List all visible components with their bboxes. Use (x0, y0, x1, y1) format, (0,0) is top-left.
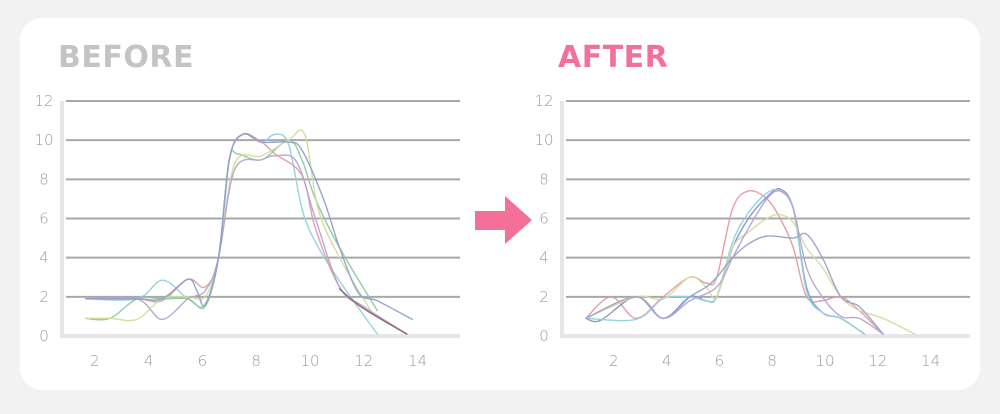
y-tick-label: 2 (539, 288, 549, 306)
y-tick-label: 0 (539, 327, 549, 345)
series-line-4 (585, 213, 916, 335)
x-tick-label: 2 (90, 352, 100, 370)
series-line-3 (585, 188, 866, 335)
x-tick-label: 14 (921, 352, 940, 370)
y-tick-label: 6 (539, 210, 549, 228)
y-tick-label: 2 (39, 288, 49, 306)
after-chart: 0 2 4 6 8 10 12 2 4 6 8 10 12 14 (534, 92, 970, 370)
y-tick-label: 4 (39, 249, 49, 267)
x-tick-label: 12 (354, 352, 373, 370)
before-chart: 0 2 4 6 8 10 12 2 4 6 8 10 12 14 (34, 92, 460, 370)
y-tick-label: 10 (534, 131, 553, 149)
y-tick-label: 12 (534, 92, 553, 110)
y-tick-label: 0 (39, 327, 49, 345)
y-tick-label: 8 (539, 170, 549, 188)
x-tick-label: 10 (815, 352, 834, 370)
before-title: BEFORE (58, 40, 194, 75)
series-line-6 (585, 189, 884, 335)
y-tick-label: 6 (39, 210, 49, 228)
x-tick-label: 4 (144, 352, 154, 370)
y-tick-label: 10 (34, 131, 53, 149)
series-line-7 (338, 288, 408, 335)
x-tick-label: 8 (251, 352, 261, 370)
x-tick-label: 8 (767, 352, 777, 370)
x-tick-label: 6 (198, 352, 208, 370)
x-tick-label: 2 (609, 352, 619, 370)
series-line-6 (84, 133, 413, 321)
x-tick-label: 6 (715, 352, 725, 370)
y-tick-label: 12 (34, 92, 53, 110)
series-line-5 (585, 232, 884, 335)
series-line-1 (585, 190, 884, 335)
series-line-5 (84, 154, 408, 335)
series-line-4 (84, 129, 373, 322)
x-tick-label: 4 (662, 352, 672, 370)
x-tick-label: 12 (868, 352, 887, 370)
y-tick-label: 4 (539, 249, 549, 267)
x-tick-label: 10 (300, 352, 319, 370)
after-title: AFTER (558, 40, 669, 75)
y-tick-label: 8 (39, 170, 49, 188)
comparison-card (20, 18, 980, 390)
x-tick-label: 14 (408, 352, 427, 370)
arrow-right-icon (475, 196, 532, 244)
